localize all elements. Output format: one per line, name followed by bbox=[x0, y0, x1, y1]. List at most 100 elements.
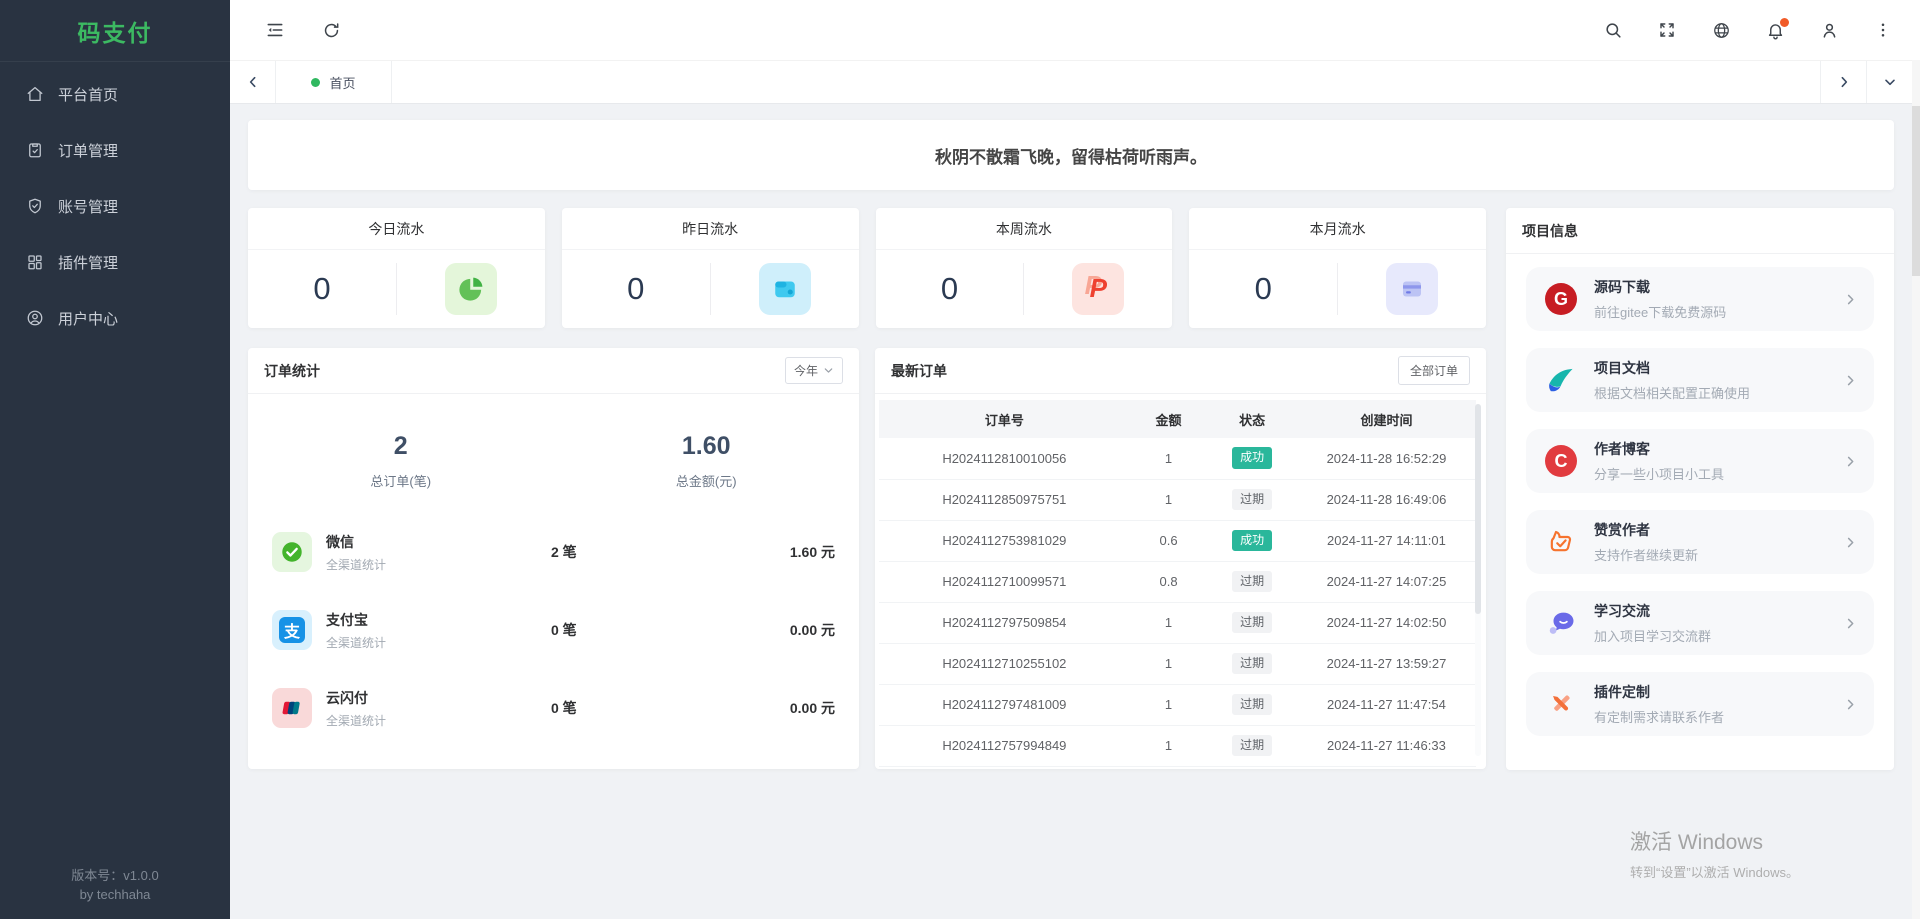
order-status-badge: 过期 bbox=[1232, 488, 1273, 511]
order-status-badge: 成功 bbox=[1232, 447, 1273, 470]
order-status-badge: 成功 bbox=[1232, 529, 1273, 552]
order-row: H2024112810010056 1 成功 2024-11-28 16:52:29 bbox=[879, 438, 1476, 480]
sidebar: 码支付 平台首页 订单管理 账号管理 插件管理 bbox=[0, 0, 230, 919]
home-icon bbox=[26, 85, 44, 103]
order-created-at: 2024-11-27 11:46:33 bbox=[1296, 725, 1476, 767]
project-item-community[interactable]: 学习交流 加入项目学习交流群 bbox=[1526, 591, 1874, 655]
order-status-badge: 过期 bbox=[1232, 734, 1273, 757]
total-amount-label: 总金额(元) bbox=[675, 474, 737, 489]
search-icon[interactable] bbox=[1594, 11, 1632, 49]
order-no: H2024112810010056 bbox=[879, 438, 1130, 480]
panel-title: 订单统计 bbox=[264, 362, 320, 379]
chevron-right-icon bbox=[1843, 292, 1858, 307]
windows-activation-watermark: 激活 Windows 转到“设置”以激活 Windows。 bbox=[1630, 826, 1799, 881]
order-row: H2024112710099571 0.8 过期 2024-11-27 14:07:2… bbox=[879, 561, 1476, 603]
table-scrollbar-thumb[interactable] bbox=[1475, 404, 1481, 614]
window-scrollbar-thumb[interactable] bbox=[1912, 106, 1920, 276]
fullscreen-icon[interactable] bbox=[1648, 11, 1686, 49]
stat-title: 本月流水 bbox=[1189, 208, 1486, 250]
notification-dot bbox=[1780, 18, 1789, 27]
docs-icon bbox=[1542, 361, 1580, 399]
account-icon bbox=[26, 197, 44, 215]
sidebar-item-orders[interactable]: 订单管理 bbox=[0, 122, 230, 178]
sidebar-item-user-center[interactable]: 用户中心 bbox=[0, 290, 230, 346]
pie-chart-icon bbox=[444, 262, 497, 315]
order-icon bbox=[26, 141, 44, 159]
tabs-scroll-left-icon[interactable] bbox=[230, 61, 276, 103]
refresh-icon[interactable] bbox=[312, 11, 350, 49]
tab-label: 首页 bbox=[329, 75, 356, 91]
chevron-right-icon bbox=[1843, 697, 1858, 712]
order-status-cell: 过期 bbox=[1207, 643, 1297, 685]
channel-desc: 全渠道统计 bbox=[326, 635, 387, 650]
stat-card-yesterday: 昨日流水 0 bbox=[561, 208, 859, 328]
stat-title: 今日流水 bbox=[248, 208, 545, 250]
panel-title: 最新订单 bbox=[891, 362, 947, 379]
order-no: H2024112753981029 bbox=[879, 520, 1130, 562]
project-item-reward[interactable]: 赞赏作者 支持作者继续更新 bbox=[1526, 510, 1874, 574]
col-created-at: 创建时间 bbox=[1296, 400, 1476, 438]
order-no: H2024112710099571 bbox=[879, 561, 1130, 603]
table-scrollbar[interactable] bbox=[1475, 404, 1481, 756]
order-no: H2024112757994849 bbox=[879, 725, 1130, 767]
all-orders-button[interactable]: 全部订单 bbox=[1397, 356, 1470, 385]
tabs-scroll-right-icon[interactable] bbox=[1820, 61, 1866, 103]
col-status: 状态 bbox=[1207, 400, 1297, 438]
project-item-source-download[interactable]: G 源码下载 前往gitee下载免费源码 bbox=[1526, 267, 1874, 331]
order-created-at: 2024-11-28 16:52:29 bbox=[1296, 438, 1476, 480]
stat-card-today: 今日流水 0 bbox=[248, 208, 545, 328]
sidebar-item-home[interactable]: 平台首页 bbox=[0, 66, 230, 122]
more-menu-icon[interactable] bbox=[1864, 11, 1902, 49]
stat-value: 0 bbox=[1254, 270, 1272, 306]
date-range-select[interactable]: 今年 bbox=[784, 357, 843, 384]
user-avatar-icon[interactable] bbox=[1810, 11, 1848, 49]
order-no: H2024112797509854 bbox=[879, 602, 1130, 644]
panel-title: 项目信息 bbox=[1522, 222, 1578, 239]
latest-orders-panel: 最新订单 全部订单 订单号 金额 状态 创建时间 H20241128 bbox=[875, 348, 1486, 769]
project-item-docs[interactable]: 项目文档 根据文档相关配置正确使用 bbox=[1526, 348, 1874, 412]
channel-row-alipay: 支 支付宝 全渠道统计 0 笔 0.00 元 bbox=[248, 598, 859, 662]
window-scrollbar[interactable] bbox=[1912, 60, 1920, 919]
order-status-cell: 过期 bbox=[1207, 561, 1297, 603]
version-number: 版本号：v1.0.0 bbox=[71, 868, 159, 884]
plugin-icon bbox=[26, 253, 44, 271]
divider bbox=[709, 262, 711, 315]
order-status-badge: 过期 bbox=[1232, 570, 1273, 593]
sidebar-item-label: 插件管理 bbox=[58, 254, 119, 272]
project-item-desc: 前往gitee下载免费源码 bbox=[1594, 305, 1727, 320]
project-item-blog[interactable]: C 作者博客 分享一些小项目小工具 bbox=[1526, 429, 1874, 493]
tabs-dropdown-icon[interactable] bbox=[1866, 61, 1912, 103]
unionpay-icon bbox=[272, 688, 312, 728]
order-stats-panel: 订单统计 今年 2 总订单(笔) 1.60 总金额(元) bbox=[248, 348, 859, 769]
watermark-line2: 转到“设置”以激活 Windows。 bbox=[1630, 865, 1800, 880]
topbar bbox=[230, 0, 1920, 60]
order-status-cell: 过期 bbox=[1207, 684, 1297, 726]
order-created-at: 2024-11-27 13:59:27 bbox=[1296, 643, 1476, 685]
project-item-title: 学习交流 bbox=[1594, 603, 1650, 619]
sidebar-item-plugins[interactable]: 插件管理 bbox=[0, 234, 230, 290]
chevron-right-icon bbox=[1843, 373, 1858, 388]
chat-icon bbox=[1542, 604, 1580, 642]
collapse-sidebar-icon[interactable] bbox=[256, 11, 294, 49]
order-status-cell: 成功 bbox=[1207, 438, 1297, 480]
project-item-desc: 有定制需求请联系作者 bbox=[1594, 710, 1725, 725]
project-item-title: 插件定制 bbox=[1594, 684, 1650, 700]
sidebar-item-accounts[interactable]: 账号管理 bbox=[0, 178, 230, 234]
language-globe-icon[interactable] bbox=[1702, 11, 1740, 49]
project-item-title: 源码下载 bbox=[1594, 279, 1650, 295]
stats-row: 今日流水 0 昨日流水 0 bbox=[248, 208, 1486, 328]
channel-count: 2 笔 bbox=[551, 544, 577, 560]
channel-amount: 1.60 元 bbox=[789, 544, 835, 560]
project-item-plugin-custom[interactable]: 插件定制 有定制需求请联系作者 bbox=[1526, 672, 1874, 736]
total-orders-label: 总订单(笔) bbox=[370, 474, 432, 489]
notifications-bell-icon[interactable] bbox=[1756, 11, 1794, 49]
chevron-right-icon bbox=[1843, 616, 1858, 631]
order-status-badge: 过期 bbox=[1232, 611, 1273, 634]
total-orders-value: 2 bbox=[393, 432, 408, 460]
order-status-cell: 过期 bbox=[1207, 602, 1297, 644]
main-content: 秋阴不散霜飞晚，留得枯荷听雨声。 今日流水 0 bbox=[230, 104, 1912, 919]
stat-title: 昨日流水 bbox=[561, 208, 859, 250]
tab-home[interactable]: 首页 bbox=[276, 61, 392, 103]
order-no: H2024112797481009 bbox=[879, 684, 1130, 726]
wechat-icon bbox=[272, 532, 312, 572]
